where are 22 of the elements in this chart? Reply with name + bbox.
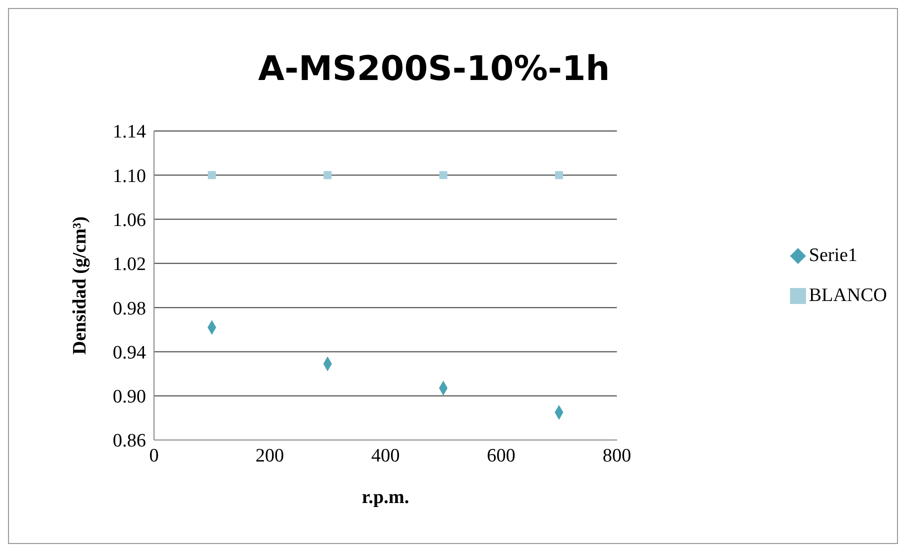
point [555,171,564,180]
y-tick-label: 1.10 [112,166,146,187]
point [324,171,332,180]
y-tick-label: 0.98 [112,298,146,320]
chart-title: A-MS200S-10%-1h [257,49,611,89]
legend-label: Serie1 [808,244,858,268]
y-tick-label: 0.94 [112,342,146,364]
legend-label: BLANCO [808,284,887,308]
x-tick-label: 600 [486,445,516,466]
x-tick-label: 0 [149,445,159,466]
y-tick-label: 0.86 [112,430,146,452]
x-tick-label: 200 [255,445,284,466]
y-tick-label: 1.06 [112,210,146,232]
y-tick-label: 1.02 [112,254,146,276]
point [439,171,448,180]
y-tick-label: 0.90 [112,386,146,408]
x-axis-title: r.p.m. [362,487,410,508]
x-tick-label: 800 [602,445,632,466]
y-axis-title: Densidad (g/cm³) [70,216,91,355]
point [208,171,216,180]
y-tick-label: 1.14 [112,122,146,143]
x-tick-label: 400 [371,445,400,466]
